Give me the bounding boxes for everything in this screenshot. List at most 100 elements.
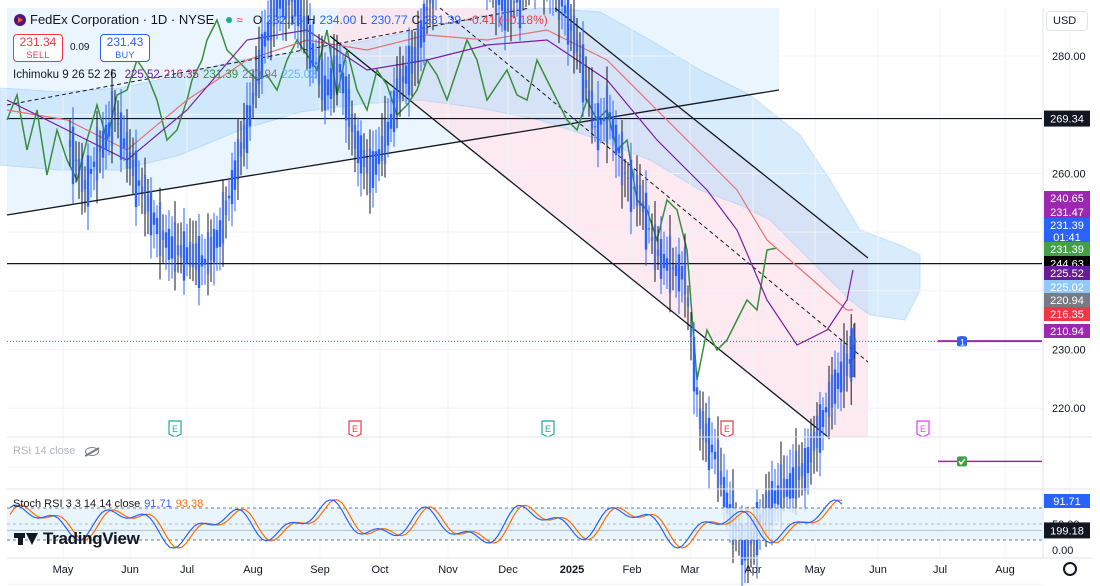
spread-value: 0.09 [70, 42, 90, 53]
candle-body [767, 490, 771, 518]
price-label-tag [1044, 242, 1090, 256]
tradingview-logo[interactable]: TradingView [14, 529, 140, 549]
candle-body [80, 158, 84, 192]
base-line [6, 29, 853, 311]
candle-body [569, 23, 573, 32]
gear-icon[interactable] [1063, 562, 1077, 576]
candle-body [635, 175, 639, 206]
candle-body [686, 297, 690, 307]
candle-body [377, 149, 381, 165]
candle-body [716, 439, 720, 489]
candle-body [599, 119, 603, 125]
price-label-text: 216.35 [1050, 309, 1084, 321]
earnings-marker[interactable] [916, 420, 930, 438]
candle-body [818, 404, 822, 453]
candle-body [719, 471, 723, 485]
candle-body [659, 239, 663, 279]
candle-body [746, 521, 750, 561]
candle-body [383, 119, 387, 164]
ichimoku-base-value: 216.35 [163, 69, 199, 81]
earnings-marker[interactable] [348, 420, 362, 438]
candle-body [194, 243, 198, 270]
ichimoku-span-b-value: 225.02 [281, 69, 317, 81]
price-label-tag [1044, 266, 1090, 280]
candle-body [836, 372, 840, 389]
candle-body [380, 136, 384, 161]
candle-body [161, 230, 165, 241]
rsi-name: RSI 14 close [13, 445, 76, 457]
earnings-marker-label: E [724, 424, 730, 434]
candle-body [188, 241, 192, 267]
candle-body [299, 0, 303, 30]
candle-body [623, 172, 627, 174]
tradingview-wordmark: TradingView [43, 529, 140, 548]
earnings-marker[interactable] [168, 420, 182, 438]
eye-slash-icon[interactable] [85, 446, 100, 456]
candle-body [812, 431, 816, 451]
candle-body [395, 78, 399, 112]
stoch-tick-label: 0.00 [1052, 545, 1073, 557]
candle-body [611, 116, 615, 139]
candle-body [653, 224, 657, 270]
price-label-tag [1044, 230, 1090, 244]
ichimoku-name: Ichimoku 9 26 52 26 [13, 69, 117, 81]
candle-body [275, 0, 279, 18]
candle-body [146, 194, 150, 212]
candle-body [68, 140, 72, 148]
stoch-current-label: 91.71 [1053, 496, 1081, 508]
stoch-rsi-legend[interactable]: Stoch RSI 3 3 14 14 close 91.71 93.38 [13, 498, 203, 510]
time-tick-label: May [53, 564, 74, 576]
candle-body [323, 75, 327, 111]
candle-body [563, 5, 567, 14]
wave-icon: ≈ [236, 12, 243, 27]
candle-body [647, 228, 651, 230]
currency-selector[interactable]: USD [1046, 11, 1088, 31]
candle-body [695, 387, 699, 395]
ichimoku-legend[interactable]: Ichimoku 9 26 52 26 225.52 216.35 231.39… [13, 69, 317, 81]
candle-body [671, 267, 675, 270]
buy-price: 231.43 [106, 35, 144, 49]
conversion-line [6, 29, 854, 346]
rsi-legend[interactable]: RSI 14 close [13, 445, 100, 457]
candle-body [260, 33, 264, 79]
candle-body [92, 161, 96, 168]
candle-body [392, 90, 396, 132]
candle-body [158, 201, 162, 257]
candle-body [137, 180, 141, 186]
candle-body [596, 103, 600, 151]
earnings-marker[interactable] [720, 420, 734, 438]
candle-body [608, 112, 612, 118]
candle-body [389, 114, 393, 129]
checkmark-icon[interactable] [957, 456, 967, 467]
time-tick-label: May [805, 564, 826, 576]
candle-body [587, 90, 591, 105]
candle-body [350, 113, 354, 133]
symbol-title[interactable]: FedEx Corporation · 1D · NYSE [30, 12, 215, 27]
price-label-text: 240.65 [1050, 193, 1084, 205]
candle-body [284, 0, 288, 18]
candle-body [581, 44, 585, 103]
candle-body [305, 15, 309, 51]
candle-body [368, 148, 372, 194]
candle-body [218, 220, 222, 247]
price-label-text: 231.39 [1050, 244, 1084, 256]
price-label-tag [1044, 324, 1090, 338]
candle-body [638, 184, 642, 207]
candle-body [212, 228, 216, 263]
stoch-tick-label: 50.00 [1052, 519, 1080, 531]
candle-body [143, 175, 147, 215]
price-label-text: 231.47 [1050, 207, 1084, 219]
candle-body [191, 243, 195, 268]
candle-body [209, 236, 213, 260]
buy-button[interactable]: 231.43 BUY [100, 34, 150, 62]
symbol-legend[interactable]: FedEx Corporation · 1D · NYSE ≈ O 232.15 … [14, 12, 548, 27]
price-tick-label: 260.00 [1052, 168, 1086, 180]
sell-button[interactable]: 231.34 SELL [13, 34, 63, 62]
candle-body [314, 62, 318, 64]
ichimoku-span-a-value: 220.94 [242, 69, 278, 81]
earnings-marker[interactable] [541, 420, 555, 438]
price-label-text: 01:41 [1053, 232, 1081, 244]
order-marker[interactable] [957, 336, 967, 347]
time-tick-label: Sep [310, 564, 330, 576]
